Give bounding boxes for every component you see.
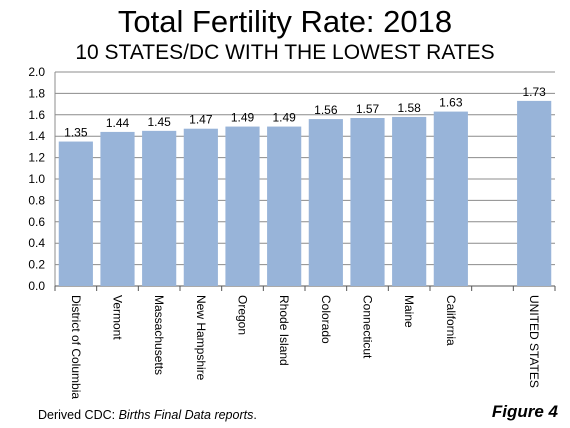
- x-tick-label: Oregon: [236, 295, 250, 335]
- x-tick-label: District of Columbia: [69, 295, 83, 399]
- y-tick-label: 1.4: [28, 129, 45, 143]
- chart-subtitle: 10 STATES/DC WITH THE LOWEST RATES: [75, 41, 495, 64]
- source-title: Births Final Data reports: [118, 408, 254, 422]
- y-tick-label: 0.8: [28, 193, 45, 207]
- data-label: 1.49: [231, 111, 255, 125]
- bar: [267, 126, 302, 286]
- bar: [308, 119, 343, 286]
- y-tick-label: 0.4: [28, 236, 45, 250]
- bar: [350, 118, 385, 286]
- bar: [58, 141, 93, 286]
- y-tick-label: 0.6: [28, 215, 45, 229]
- bar: [433, 111, 468, 286]
- chart-title: Total Fertility Rate: 2018: [117, 4, 453, 39]
- x-tick-label: Vermont: [111, 295, 125, 340]
- bar: [100, 131, 135, 286]
- source-note: Derived CDC: Births Final Data reports.: [38, 407, 257, 423]
- bar: [392, 116, 427, 286]
- data-label: 1.57: [356, 102, 380, 116]
- y-tick-label: 0.0: [28, 279, 45, 293]
- data-label: 1.44: [106, 116, 130, 130]
- data-label: 1.63: [439, 96, 463, 110]
- bar: [225, 126, 260, 286]
- x-tick-label: Rhode Island: [277, 295, 291, 366]
- source-prefix: Derived CDC:: [38, 408, 119, 422]
- data-label: 1.56: [314, 103, 338, 117]
- bar: [142, 130, 177, 286]
- data-label: 1.73: [522, 85, 546, 99]
- data-label: 1.58: [397, 101, 421, 115]
- y-tick-label: 1.0: [28, 172, 45, 186]
- figure-label: Figure 4: [491, 402, 558, 421]
- data-label: 1.45: [147, 115, 171, 129]
- bar: [517, 100, 552, 286]
- y-tick-label: 1.8: [28, 86, 45, 100]
- x-tick-label: UNITED STATES: [527, 295, 541, 388]
- x-tick-label: Maine: [402, 295, 416, 328]
- x-tick-label: Massachusetts: [152, 295, 166, 375]
- x-tick-label: Connecticut: [361, 295, 375, 359]
- data-label: 1.47: [189, 113, 213, 127]
- y-tick-label: 0.2: [28, 258, 45, 272]
- bar: [183, 128, 218, 286]
- x-tick-label: New Hampshire: [194, 295, 208, 381]
- source-suffix: .: [253, 408, 257, 422]
- y-tick-label: 1.6: [28, 108, 45, 122]
- y-tick-label: 1.2: [28, 151, 45, 165]
- data-label: 1.35: [64, 126, 88, 140]
- x-tick-label: Colorado: [319, 295, 333, 344]
- x-tick-label: California: [444, 295, 458, 346]
- y-tick-label: 2.0: [28, 65, 45, 79]
- data-label: 1.49: [272, 111, 296, 125]
